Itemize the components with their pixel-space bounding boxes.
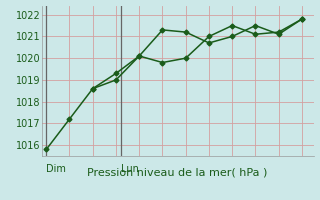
Text: Lun: Lun <box>121 164 139 174</box>
X-axis label: Pression niveau de la mer( hPa ): Pression niveau de la mer( hPa ) <box>87 167 268 177</box>
Text: Dim: Dim <box>46 164 66 174</box>
